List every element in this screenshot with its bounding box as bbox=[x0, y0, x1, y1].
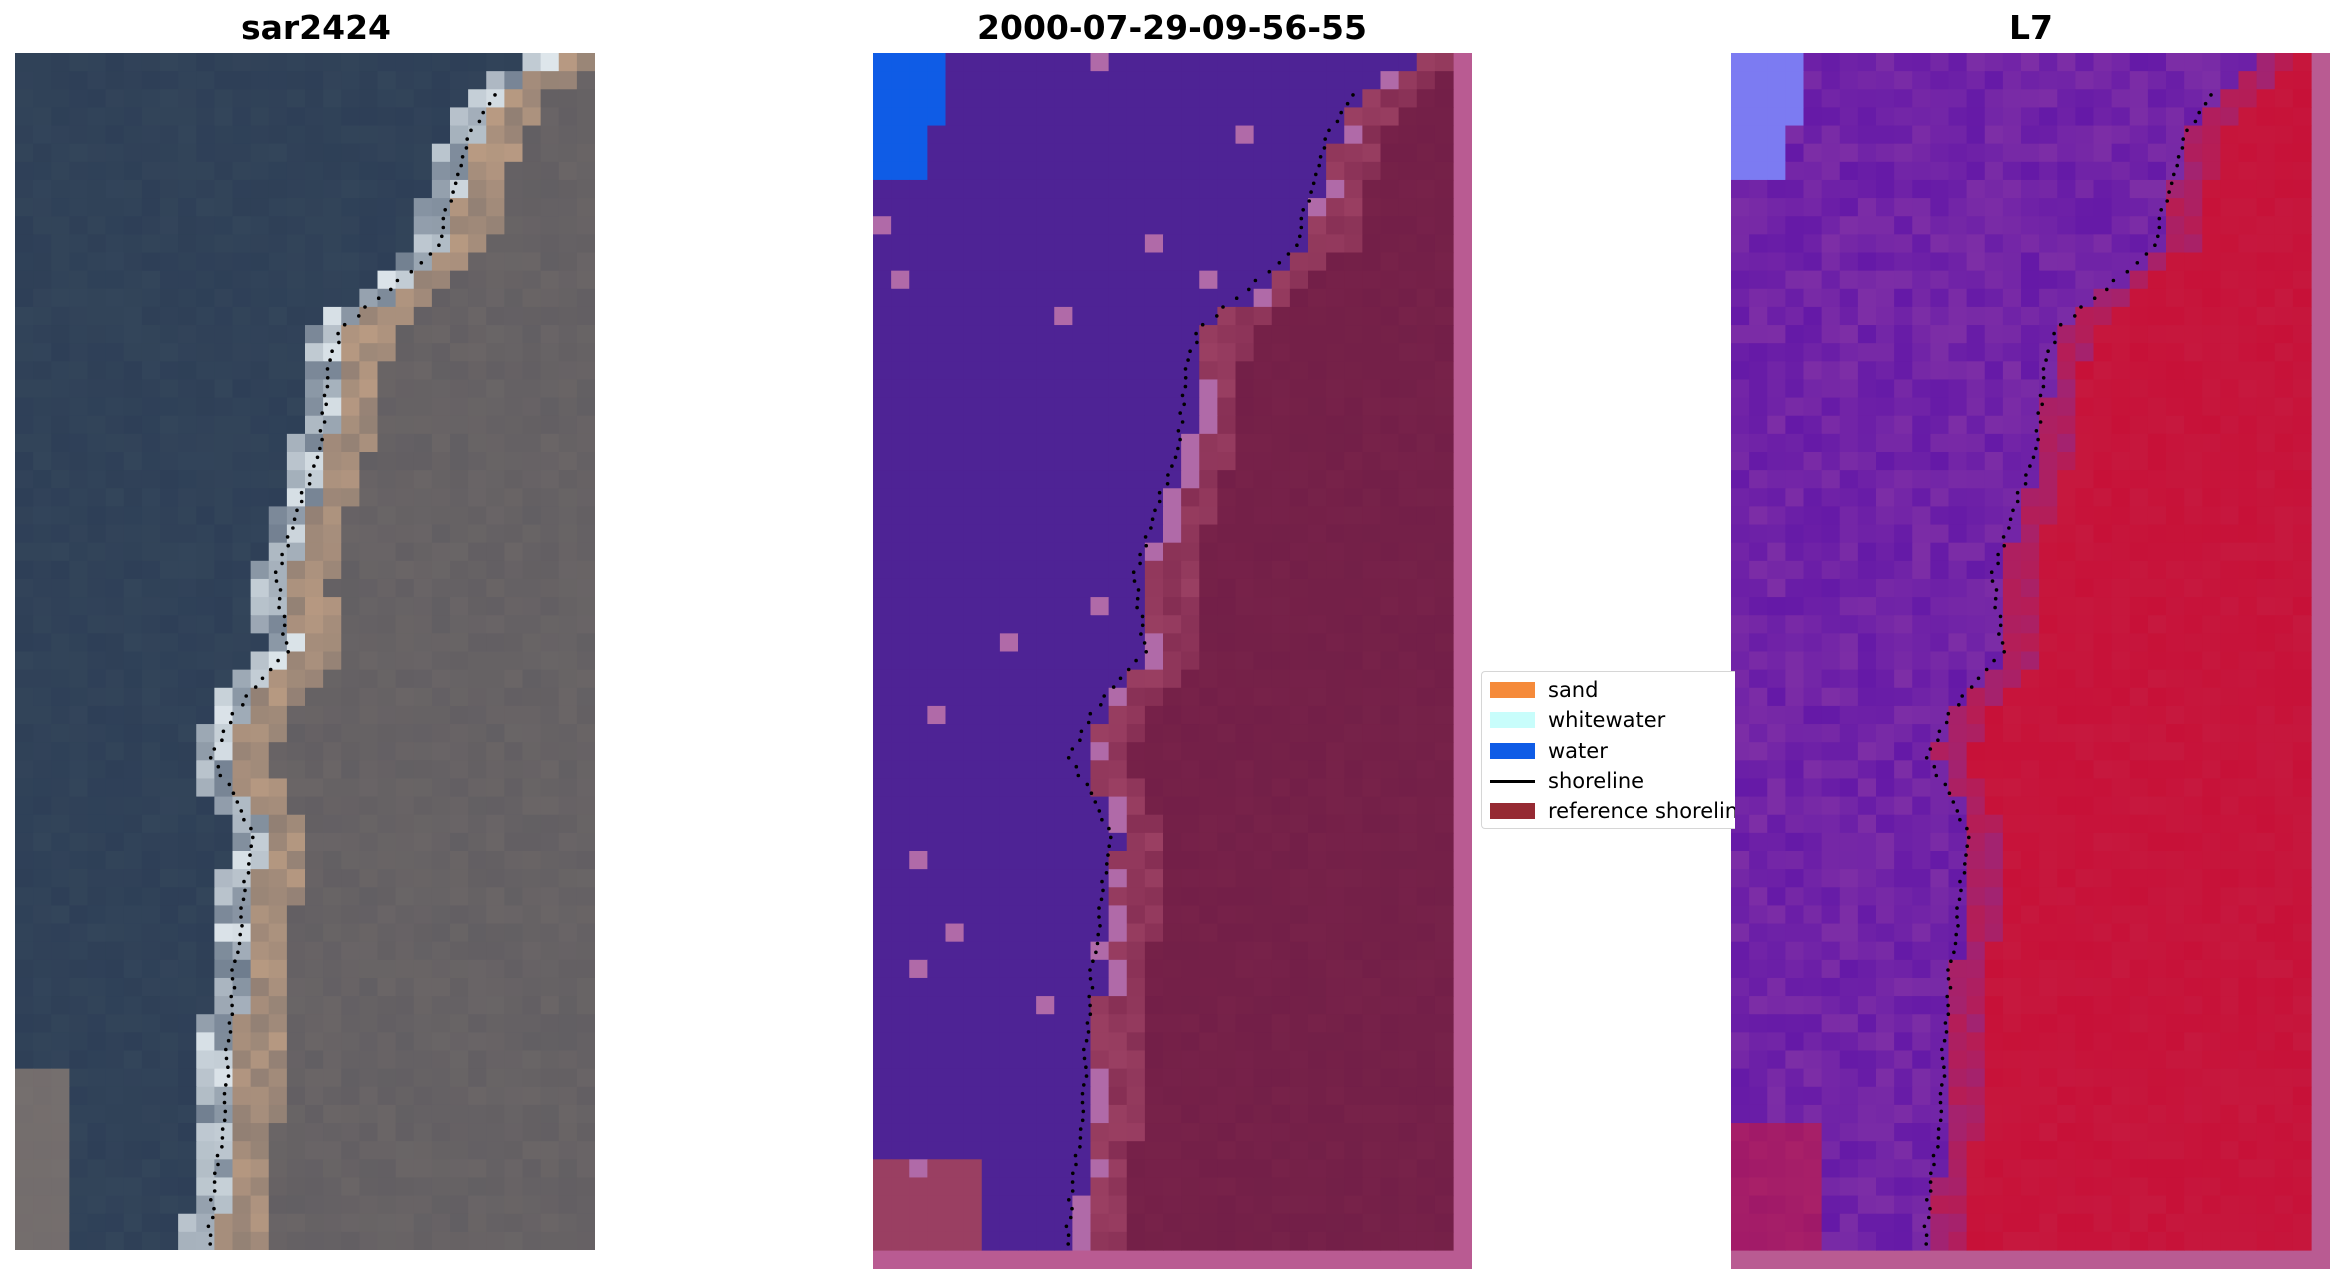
legend-swatch-whitewater bbox=[1490, 712, 1535, 728]
legend-swatch-water bbox=[1490, 743, 1535, 759]
rgb-satellite-image bbox=[15, 53, 595, 1250]
panel-title-index: L7 bbox=[2009, 8, 2053, 47]
legend-line-shoreline bbox=[1490, 780, 1535, 783]
legend: sand whitewater water shoreline referenc… bbox=[1481, 671, 1735, 829]
classified-image-panel bbox=[873, 53, 1472, 1269]
legend-label-whitewater: whitewater bbox=[1548, 708, 1666, 732]
pixel-grid bbox=[15, 53, 595, 1250]
classified-image bbox=[873, 53, 1472, 1269]
shoreline-dots bbox=[1922, 93, 2213, 1246]
legend-label-reference-shoreline: reference shoreline bbox=[1548, 799, 1735, 823]
shoreline-dots bbox=[1064, 93, 1355, 1246]
pixel-grid bbox=[873, 53, 1454, 1251]
legend-swatch-reference-shoreline bbox=[1490, 803, 1535, 819]
pixel-grid bbox=[1731, 53, 2312, 1251]
panel-title-classified: 2000-07-29-09-56-55 bbox=[977, 8, 1367, 47]
panel-title-rgb: sar2424 bbox=[240, 8, 392, 47]
legend-label-shoreline: shoreline bbox=[1548, 769, 1645, 793]
legend-label-water: water bbox=[1548, 739, 1608, 763]
rgb-image-panel bbox=[15, 53, 595, 1250]
legend-swatch-sand bbox=[1490, 682, 1535, 698]
index-image-panel bbox=[1731, 53, 2330, 1269]
index-image bbox=[1731, 53, 2330, 1269]
legend-label-sand: sand bbox=[1548, 678, 1599, 702]
shoreline-dots bbox=[206, 93, 497, 1246]
